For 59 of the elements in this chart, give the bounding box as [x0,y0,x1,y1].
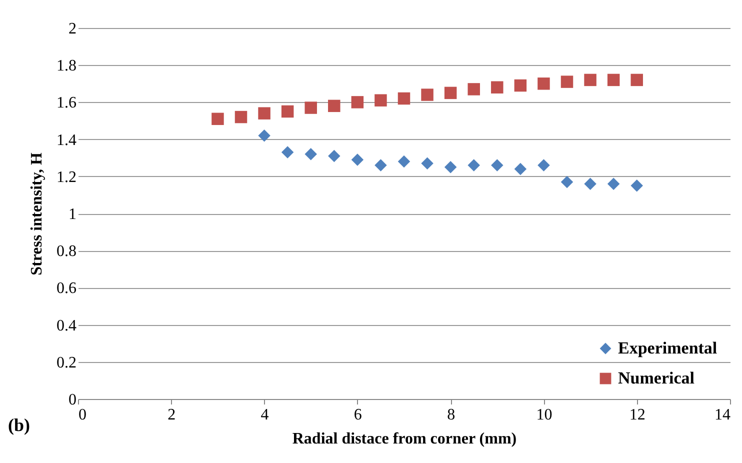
point [328,150,340,162]
x-tick-label: 2 [168,406,176,424]
y-tick-label: 1 [68,206,76,223]
point [630,74,643,86]
text: (b) [8,415,30,435]
point [304,148,317,160]
y-tick-label: 1.8 [56,58,76,75]
y-tick-label: 0.8 [56,243,76,260]
point [514,79,527,92]
point [584,178,596,190]
point [630,180,643,192]
point [374,94,387,106]
y-tick-label: 2 [68,20,76,38]
y-axis-title: Stress intensity, H [28,152,46,276]
y-tick-label: 1.4 [56,132,76,149]
x-axis-title: Radial distace from corner (mm) [292,430,517,448]
point [560,76,574,88]
point [328,100,340,112]
y-tick-label: 0 [68,392,76,408]
point [258,107,270,120]
point [491,159,504,172]
point [468,83,480,96]
point [607,74,620,86]
point [468,159,480,172]
y-tick-label: 1.2 [56,168,76,186]
legend-label: Experimental [618,338,718,358]
point [491,81,504,94]
point [584,74,596,86]
x-tick-label: 12 [629,406,646,424]
point [538,159,550,172]
point [374,159,387,172]
point [234,110,248,124]
y-tick-label: 0.6 [56,280,76,298]
point [538,78,550,90]
y-tick-label: 0.2 [56,354,76,372]
legend-label: Numerical [618,368,695,388]
point [351,154,364,166]
x-tick-label: 10 [536,406,552,424]
point [444,161,457,174]
point [281,105,294,118]
point [304,102,317,114]
point [421,88,434,101]
x-tick-label: 4 [260,406,269,424]
point [560,176,574,188]
point [444,86,457,100]
point [351,96,364,108]
y-tick-label: 1.6 [56,94,76,112]
point [212,112,224,126]
x-tick-label: 14 [714,406,730,424]
x-tick-label: 8 [447,406,456,424]
point [421,157,434,170]
x-tick-label: 6 [354,406,362,424]
point [281,146,294,158]
point [398,92,410,105]
point [514,162,527,176]
point [398,155,410,168]
point [607,178,620,190]
y-tick-label: 0.4 [56,317,76,334]
point [258,129,270,142]
